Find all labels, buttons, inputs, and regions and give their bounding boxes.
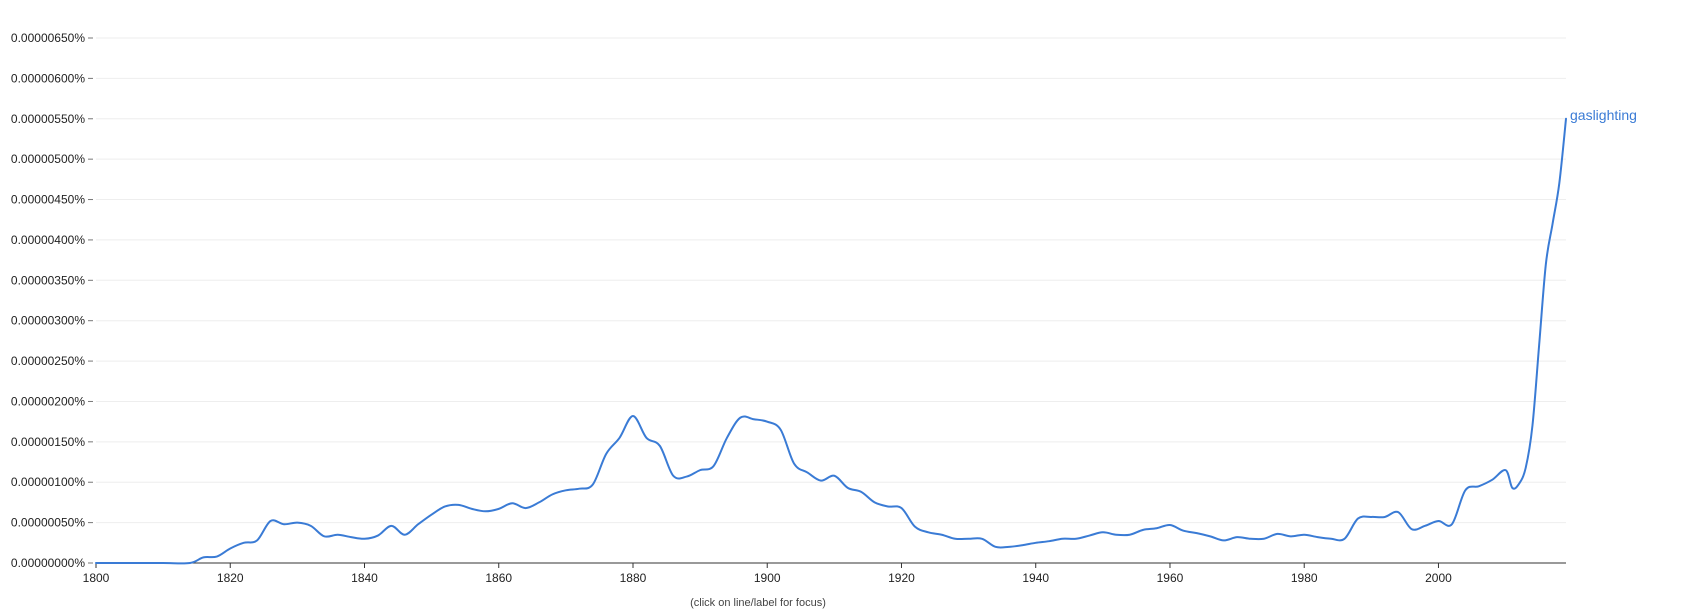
y-tick-label: 0.00000000% — [11, 556, 85, 570]
y-tick-label: 0.00000600% — [11, 71, 85, 85]
y-axis: 0.00000000% 0.00000050% 0.00000100% 0.00000… — [11, 31, 93, 570]
x-tick-label: 1960 — [1157, 571, 1184, 585]
series-label-gaslighting[interactable]: gaslighting — [1570, 107, 1637, 123]
series-line-gaslighting[interactable] — [95, 117, 1567, 565]
x-axis: 1800 1820 1840 1860 1880 1900 1920 1940 1960 1980… — [83, 562, 1566, 585]
series-layer[interactable]: gaslighting — [95, 107, 1637, 565]
y-tick-label: 0.00000200% — [11, 394, 85, 408]
x-tick-label: 1800 — [83, 571, 110, 585]
y-tick-label: 0.00000550% — [11, 112, 85, 126]
y-tick-label: 0.00000150% — [11, 435, 85, 449]
x-tick-label: 1880 — [620, 571, 647, 585]
x-tick-label: 1860 — [485, 571, 512, 585]
y-tick-label: 0.00000250% — [11, 354, 85, 368]
y-tick-label: 0.00000350% — [11, 273, 85, 287]
x-tick-label: 1920 — [888, 571, 915, 585]
x-tick-label: 2000 — [1425, 571, 1452, 585]
x-tick-label: 1900 — [754, 571, 781, 585]
y-tick-label: 0.00000450% — [11, 193, 85, 207]
y-tick-label: 0.00000650% — [11, 31, 85, 45]
y-tick-label: 0.00000500% — [11, 152, 85, 166]
x-tick-label: 1980 — [1291, 571, 1318, 585]
x-tick-label: 1940 — [1022, 571, 1049, 585]
focus-hint: (click on line/label for focus) — [690, 597, 826, 609]
y-tick-label: 0.00000300% — [11, 314, 85, 328]
x-tick-label: 1820 — [217, 571, 244, 585]
y-tick-label: 0.00000100% — [11, 475, 85, 489]
y-tick-label: 0.00000050% — [11, 516, 85, 530]
y-tick-label: 0.00000400% — [11, 233, 85, 247]
gridlines — [96, 37, 1566, 524]
x-tick-label: 1840 — [351, 571, 378, 585]
